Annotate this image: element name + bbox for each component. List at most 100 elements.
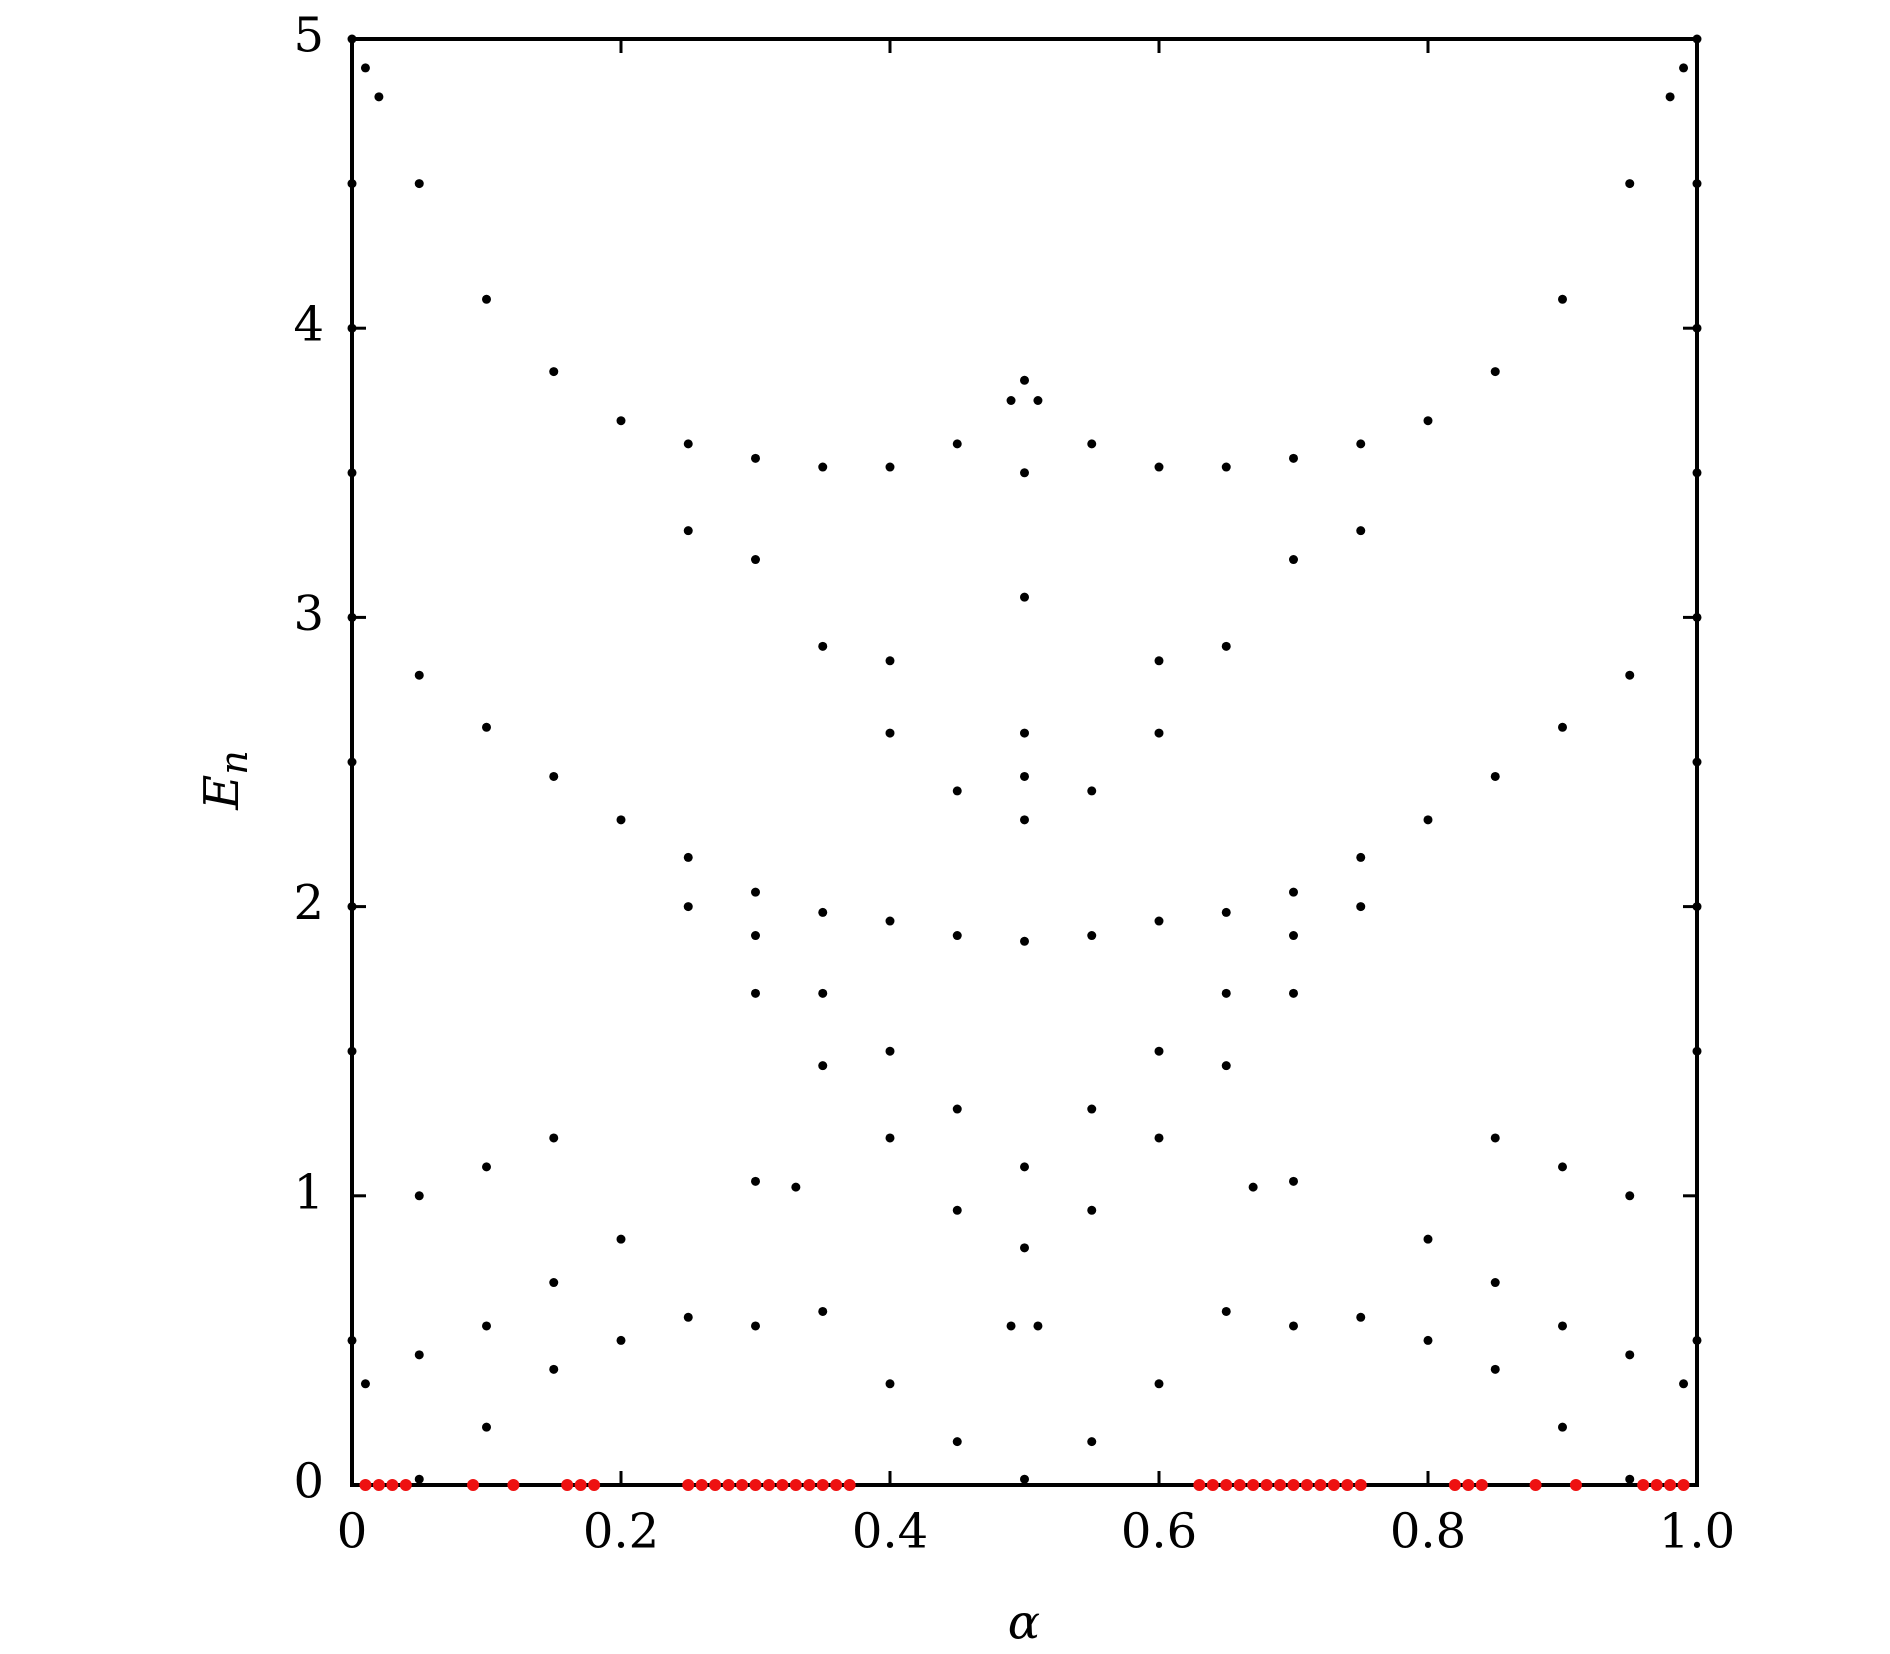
point — [386, 1479, 399, 1491]
point — [818, 1306, 828, 1316]
point — [360, 1379, 370, 1389]
point — [1221, 462, 1231, 472]
point — [885, 1133, 895, 1143]
point — [1356, 1312, 1366, 1322]
point — [1679, 1379, 1689, 1389]
point — [1154, 1133, 1164, 1143]
point — [616, 815, 626, 825]
point — [736, 1479, 749, 1491]
x-tick-label: 0.6 — [1121, 1504, 1197, 1560]
point — [818, 641, 828, 651]
point — [1247, 1479, 1260, 1491]
point — [347, 34, 357, 44]
point — [1020, 1243, 1029, 1253]
point — [952, 1437, 962, 1447]
point — [803, 1479, 816, 1491]
point — [1679, 63, 1689, 73]
point — [885, 1379, 895, 1389]
point — [616, 1335, 626, 1345]
point — [952, 1205, 962, 1215]
point — [414, 670, 424, 680]
point — [1558, 1422, 1567, 1432]
point — [683, 1312, 693, 1322]
point — [347, 468, 357, 478]
point — [1020, 1162, 1029, 1172]
point — [683, 439, 693, 449]
point — [1423, 416, 1433, 426]
point — [1314, 1479, 1327, 1491]
point — [1248, 1182, 1258, 1192]
point — [1020, 1474, 1029, 1484]
point — [1558, 1321, 1567, 1331]
point — [751, 555, 760, 565]
point — [1692, 902, 1702, 912]
point — [1423, 1335, 1433, 1345]
x-tick-label: 0 — [337, 1504, 368, 1560]
point — [1020, 728, 1029, 738]
point — [482, 1162, 491, 1172]
point — [1289, 1321, 1298, 1331]
point — [1356, 902, 1366, 912]
point — [507, 1479, 520, 1491]
point — [399, 1479, 412, 1491]
point — [616, 1234, 626, 1244]
point — [414, 1350, 424, 1360]
point — [1625, 1350, 1635, 1360]
point — [1625, 1191, 1635, 1201]
point — [347, 323, 357, 333]
point — [1558, 722, 1567, 732]
y-axis-label: En — [194, 750, 256, 811]
point — [1529, 1479, 1542, 1491]
point — [1558, 1162, 1567, 1172]
point — [1289, 887, 1298, 897]
point — [1221, 1061, 1231, 1071]
point — [1625, 1474, 1635, 1484]
point — [885, 916, 895, 926]
point — [1020, 468, 1029, 478]
point — [360, 63, 370, 73]
point — [1154, 916, 1164, 926]
point — [1558, 294, 1567, 304]
plot-frame — [350, 37, 1699, 1487]
point — [1221, 907, 1231, 917]
point — [1221, 641, 1231, 651]
point — [1287, 1479, 1300, 1491]
point — [1664, 1479, 1677, 1491]
point — [1490, 771, 1500, 781]
point — [722, 1479, 735, 1491]
point — [1289, 1176, 1298, 1186]
point — [682, 1479, 695, 1491]
point — [347, 1046, 357, 1056]
point — [1341, 1479, 1354, 1491]
point — [1692, 34, 1702, 44]
y-tick-label: 5 — [293, 8, 324, 64]
point — [1289, 931, 1298, 941]
point — [791, 1182, 801, 1192]
point — [467, 1479, 480, 1491]
point — [762, 1479, 775, 1491]
point — [749, 1479, 762, 1491]
point — [952, 439, 962, 449]
point — [347, 612, 357, 622]
point — [1327, 1479, 1340, 1491]
point — [818, 907, 828, 917]
point — [1006, 1321, 1016, 1331]
point — [751, 931, 760, 941]
point — [818, 1061, 828, 1071]
point — [885, 656, 895, 666]
point — [1154, 1046, 1164, 1056]
point — [616, 416, 626, 426]
point — [482, 722, 491, 732]
point — [1490, 367, 1500, 377]
y-tick-label: 3 — [293, 586, 324, 642]
point — [414, 179, 424, 189]
x-tick-label: 1.0 — [1659, 1504, 1735, 1560]
point — [549, 367, 559, 377]
point — [1206, 1479, 1219, 1491]
point — [751, 1321, 760, 1331]
x-tick-label: 0.8 — [1390, 1504, 1466, 1560]
y-tick-label: 4 — [293, 297, 324, 353]
point — [1154, 1379, 1164, 1389]
point — [885, 462, 895, 472]
point — [818, 988, 828, 998]
